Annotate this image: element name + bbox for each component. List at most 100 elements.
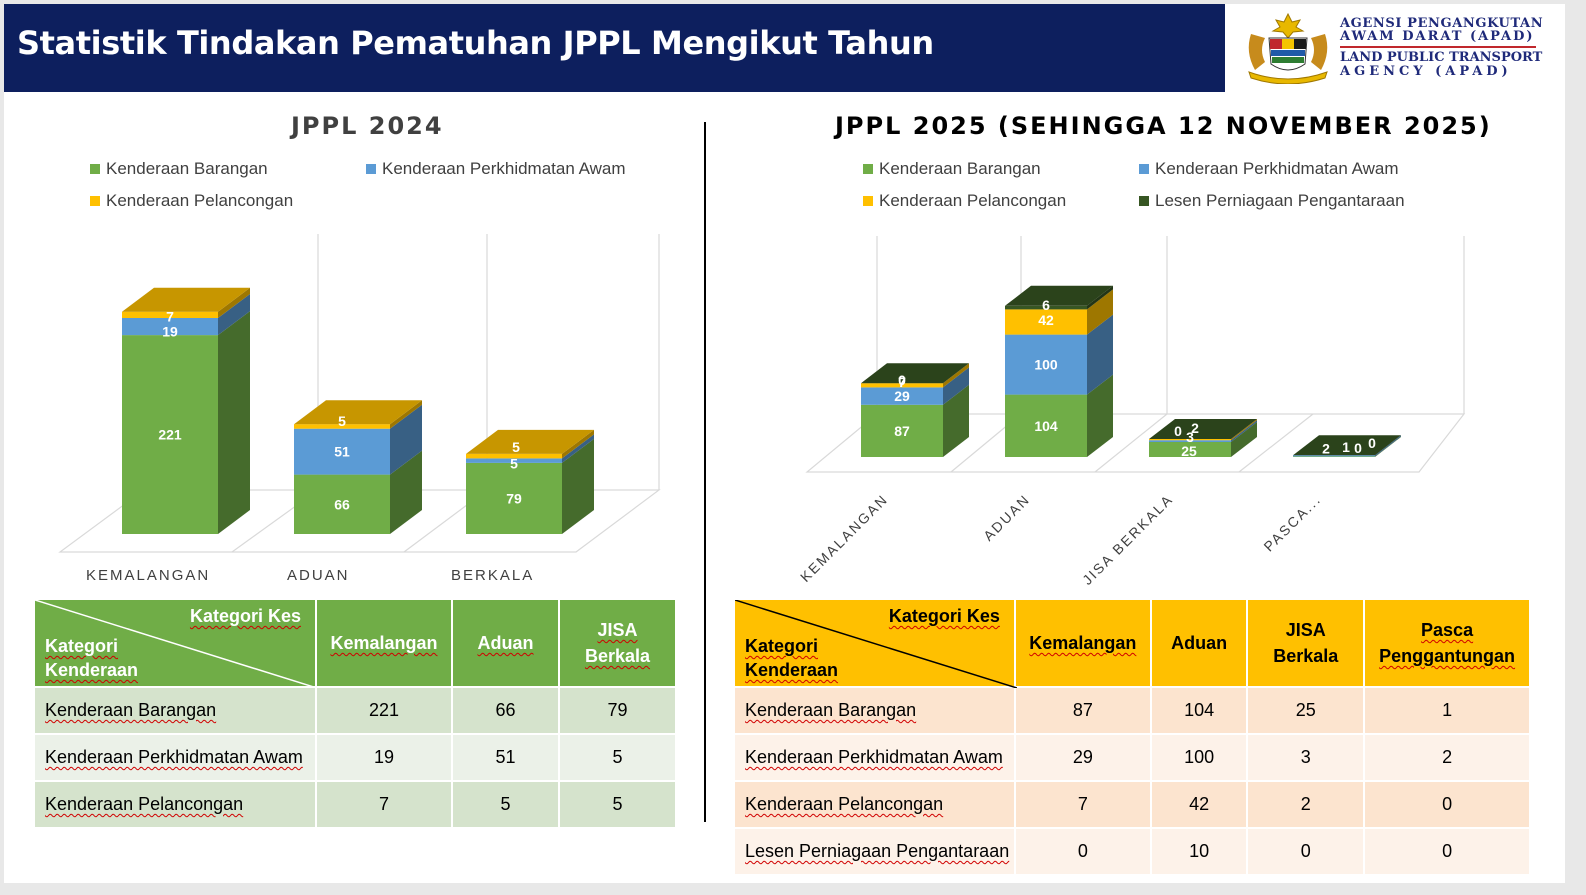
- data-label: 5: [338, 413, 346, 429]
- corner-label-kenderaan: Kategori Kenderaan: [745, 636, 839, 680]
- data-label: 0: [1368, 435, 1376, 451]
- table-cell: 1: [1363, 686, 1531, 735]
- row-label-text: Lesen Perniagaan Pengantaraan: [745, 841, 1010, 861]
- bar-top-face: [861, 363, 969, 384]
- bar-segment-side: [1231, 420, 1257, 442]
- data-label: 221: [158, 427, 182, 443]
- table-row: Kenderaan Barangan 87 104 25 1: [733, 686, 1531, 735]
- bar-segment-side: [1231, 419, 1257, 441]
- table-cell: 19: [315, 733, 453, 782]
- data-label: 1: [1342, 439, 1350, 455]
- legend-swatch: [1139, 196, 1149, 206]
- data-label: 3: [1186, 429, 1194, 445]
- table-cell: 7: [315, 780, 453, 829]
- bar-segment: [1005, 309, 1087, 335]
- bar-segment: [122, 335, 218, 534]
- col-header-label: JISA Berkala: [584, 620, 651, 666]
- table-row: Kenderaan Perkhidmatan Awam 19 51 5: [33, 733, 677, 782]
- row-label: Lesen Perniagaan Pengantaraan: [733, 827, 1016, 876]
- legend-swatch: [863, 164, 873, 174]
- bar-segment: [1005, 334, 1087, 395]
- bar-segment: [1293, 456, 1375, 457]
- row-label-text: Kenderaan Perkhidmatan Awam: [45, 747, 303, 767]
- agency-logo: AGENSI PENGANGKUTAN AWAM DARAT (APAD) LA…: [1225, 4, 1565, 92]
- col-header-label: JISA Berkala: [1273, 620, 1339, 666]
- table-cell: 10: [1149, 827, 1249, 876]
- bar-segment: [466, 453, 562, 459]
- table-row: Kenderaan Pelancongan 7 42 2 0: [733, 780, 1531, 829]
- table-row: Kenderaan Perkhidmatan Awam 29 100 3 2: [733, 733, 1531, 782]
- row-label-text: Kenderaan Barangan: [745, 700, 917, 720]
- bar-segment: [466, 462, 562, 534]
- bar-segment-side: [390, 404, 422, 475]
- legend-label: Kenderaan Perkhidmatan Awam: [382, 159, 626, 178]
- bar-segment-side: [1375, 435, 1401, 457]
- data-label: 0: [898, 372, 906, 388]
- legend-swatch: [863, 196, 873, 206]
- legend-swatch: [90, 164, 100, 174]
- legend-item-pelancongan: Kenderaan Pelancongan: [90, 191, 293, 211]
- table-cell: 5: [451, 780, 560, 829]
- table-cell: 2: [1246, 780, 1366, 829]
- table-header-row: Kategori Kes Kategori Kenderaan Kemalang…: [33, 598, 677, 688]
- data-label: 29: [894, 388, 910, 404]
- bar-segment: [861, 387, 943, 405]
- col-header-label: Kemalangan: [330, 633, 438, 653]
- bar-segment: [1149, 439, 1231, 441]
- table-cell: 0: [1363, 780, 1531, 829]
- data-label: 79: [506, 490, 522, 506]
- chart-gridline: [1094, 413, 1168, 473]
- col-header: Kemalangan: [315, 598, 453, 688]
- bar-top-face: [122, 287, 250, 312]
- data-label: 2: [1322, 440, 1330, 456]
- bar-top-face: [1293, 435, 1401, 456]
- bar-top-face: [1005, 285, 1113, 306]
- table-cell: 25: [1246, 686, 1366, 735]
- legend-label: Kenderaan Barangan: [879, 159, 1041, 178]
- data-label: 6: [1042, 297, 1050, 313]
- table-row: Kenderaan Pelancongan 7 5 5: [33, 780, 677, 829]
- col-header: Aduan: [451, 598, 560, 688]
- col-header-label: Aduan: [477, 633, 534, 653]
- bar-segment-side: [562, 434, 594, 463]
- legend-label: Lesen Perniagaan Pengantaraan: [1155, 191, 1405, 210]
- table-cell: 29: [1013, 733, 1152, 782]
- corner-label-kes: Kategori Kes: [189, 606, 301, 626]
- table-cell: 2: [1363, 733, 1531, 782]
- legend-item-awam: Kenderaan Perkhidmatan Awam: [366, 159, 626, 179]
- table-row: Lesen Perniagaan Pengantaraan 0 10 0 0: [733, 827, 1531, 876]
- legend-item-barangan: Kenderaan Barangan: [90, 159, 268, 179]
- col-header: JISA Berkala: [1246, 598, 1366, 688]
- agency-name: AGENSI PENGANGKUTAN AWAM DARAT (APAD) LA…: [1340, 17, 1543, 79]
- axis-category-label: JISA BERKALA: [1079, 491, 1176, 588]
- coat-of-arms-icon: [1248, 12, 1328, 84]
- bar-segment-side: [1087, 285, 1113, 310]
- col-header: Pasca Penggantungan: [1363, 598, 1531, 688]
- bar-segment-side: [943, 367, 969, 405]
- agency-rule: [1340, 46, 1536, 48]
- agency-line-3: LAND PUBLIC TRANSPORT: [1340, 50, 1543, 65]
- col-header: Aduan: [1149, 598, 1249, 688]
- chart-gridline: [1238, 413, 1314, 473]
- bar-segment-side: [562, 429, 594, 459]
- slide: Statistik Tindakan Pematuhan JPPL Mengik…: [4, 4, 1565, 883]
- axis-category-label: PASCA...: [1260, 491, 1324, 555]
- table-cell: 51: [451, 733, 560, 782]
- table-cell: 104: [1149, 686, 1249, 735]
- row-label-text: Kenderaan Barangan: [45, 700, 217, 720]
- row-label: Kenderaan Barangan: [33, 686, 317, 735]
- row-label-text: Kenderaan Pelancongan: [745, 794, 944, 814]
- legend-item-pelancongan: Kenderaan Pelancongan: [863, 191, 1066, 211]
- row-label: Kenderaan Pelancongan: [733, 780, 1016, 829]
- table-cell: 7: [1013, 780, 1152, 829]
- table-header-row: Kategori Kes Kategori Kenderaan Kemalang…: [733, 598, 1531, 688]
- data-label: 0: [1354, 440, 1362, 456]
- data-label: 7: [898, 374, 906, 390]
- bar-segment: [1149, 442, 1231, 457]
- table-2024: Kategori Kes Kategori Kenderaan Kemalang…: [33, 598, 677, 829]
- table-cell: 66: [451, 686, 560, 735]
- table-2025: Kategori Kes Kategori Kenderaan Kemalang…: [733, 598, 1531, 876]
- legend-item-barangan: Kenderaan Barangan: [863, 159, 1041, 179]
- agency-line-4: AGENCY (APAD): [1340, 64, 1512, 79]
- row-label: Kenderaan Perkhidmatan Awam: [733, 733, 1016, 782]
